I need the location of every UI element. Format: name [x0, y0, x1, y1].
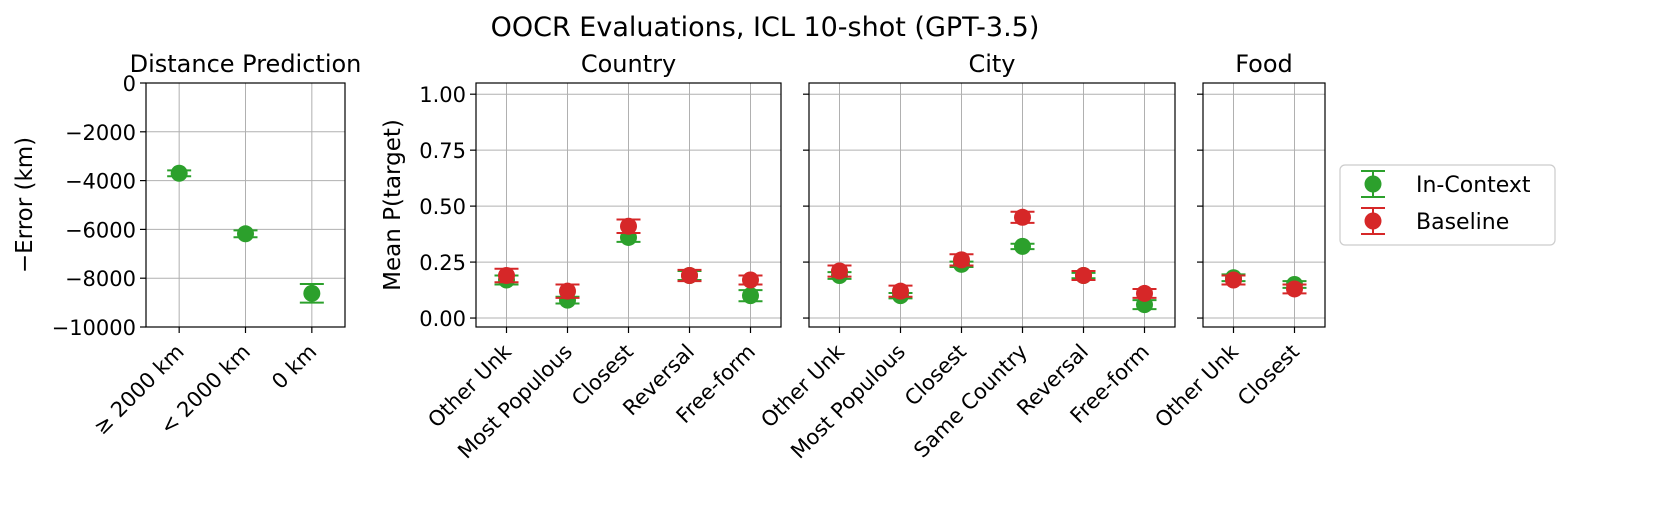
data-point [1014, 237, 1031, 255]
y-tick-label: −2000 [65, 121, 136, 145]
y-tick-label: 0.50 [419, 195, 466, 219]
y-tick-label: −8000 [65, 267, 136, 291]
panel-title: Food [1235, 50, 1293, 78]
axes-frame [145, 82, 346, 328]
axes-frame [475, 82, 782, 328]
legend-marker [1364, 175, 1382, 193]
data-point [237, 225, 254, 243]
panel-distance: 0−2000−4000−6000−8000−10000≥ 2000 km< 20… [12, 50, 361, 439]
panel-title: City [968, 50, 1015, 78]
y-axis-label: −Error (km) [12, 137, 38, 273]
y-tick-label: 0.75 [419, 139, 466, 163]
data-point [1136, 284, 1153, 302]
data-point [1225, 271, 1242, 289]
panel-title: Country [581, 50, 676, 78]
data-point [303, 284, 321, 302]
y-tick-label: −4000 [65, 170, 136, 194]
data-point [620, 217, 637, 235]
axes-frame [1202, 82, 1326, 328]
data-point [953, 251, 970, 269]
series-baseline [494, 217, 763, 300]
x-tick-label: Most Populous [453, 340, 577, 464]
data-point [559, 282, 576, 300]
data-point [681, 267, 698, 285]
legend-label: Baseline [1416, 210, 1509, 235]
legend-entry-in-context: In-Context [1361, 170, 1531, 198]
legend-entry-baseline: Baseline [1361, 207, 1509, 235]
y-tick-label: 1.00 [419, 83, 466, 107]
figure-title: OOCR Evaluations, ICL 10-shot (GPT-3.5) [491, 12, 1040, 43]
series-in-context [827, 237, 1157, 314]
x-tick-label: Other Unk [1150, 339, 1243, 432]
series-baseline [827, 208, 1157, 302]
y-tick-label: −10000 [52, 316, 136, 340]
panels: 0−2000−4000−6000−8000−10000≥ 2000 km< 20… [12, 50, 1326, 464]
legend-label: In-Context [1416, 173, 1531, 198]
data-point [1014, 208, 1031, 226]
y-axis-label: Mean P(target) [380, 119, 406, 291]
legend-marker [1364, 212, 1382, 230]
data-point [892, 282, 909, 300]
data-point [831, 262, 848, 280]
x-tick-label: Most Populous [786, 340, 910, 464]
data-point [1075, 267, 1092, 285]
series-baseline [1221, 271, 1307, 298]
panel-title: Distance Prediction [130, 50, 362, 78]
data-point [498, 267, 515, 285]
x-tick-label: 0 km [267, 340, 321, 394]
y-tick-label: 0.25 [419, 251, 466, 275]
x-tick-label: Closest [1233, 340, 1304, 411]
data-point [170, 164, 188, 182]
legend: In-Context Baseline [1339, 164, 1556, 246]
data-point [742, 287, 759, 305]
data-point [742, 271, 759, 289]
y-tick-label: 0 [123, 72, 136, 96]
series-in-context [167, 164, 324, 304]
axes-frame [808, 82, 1176, 328]
y-tick-label: −6000 [65, 218, 136, 242]
data-point [1286, 280, 1303, 298]
y-tick-label: 0.00 [419, 307, 466, 331]
legend-box [1339, 164, 1556, 246]
